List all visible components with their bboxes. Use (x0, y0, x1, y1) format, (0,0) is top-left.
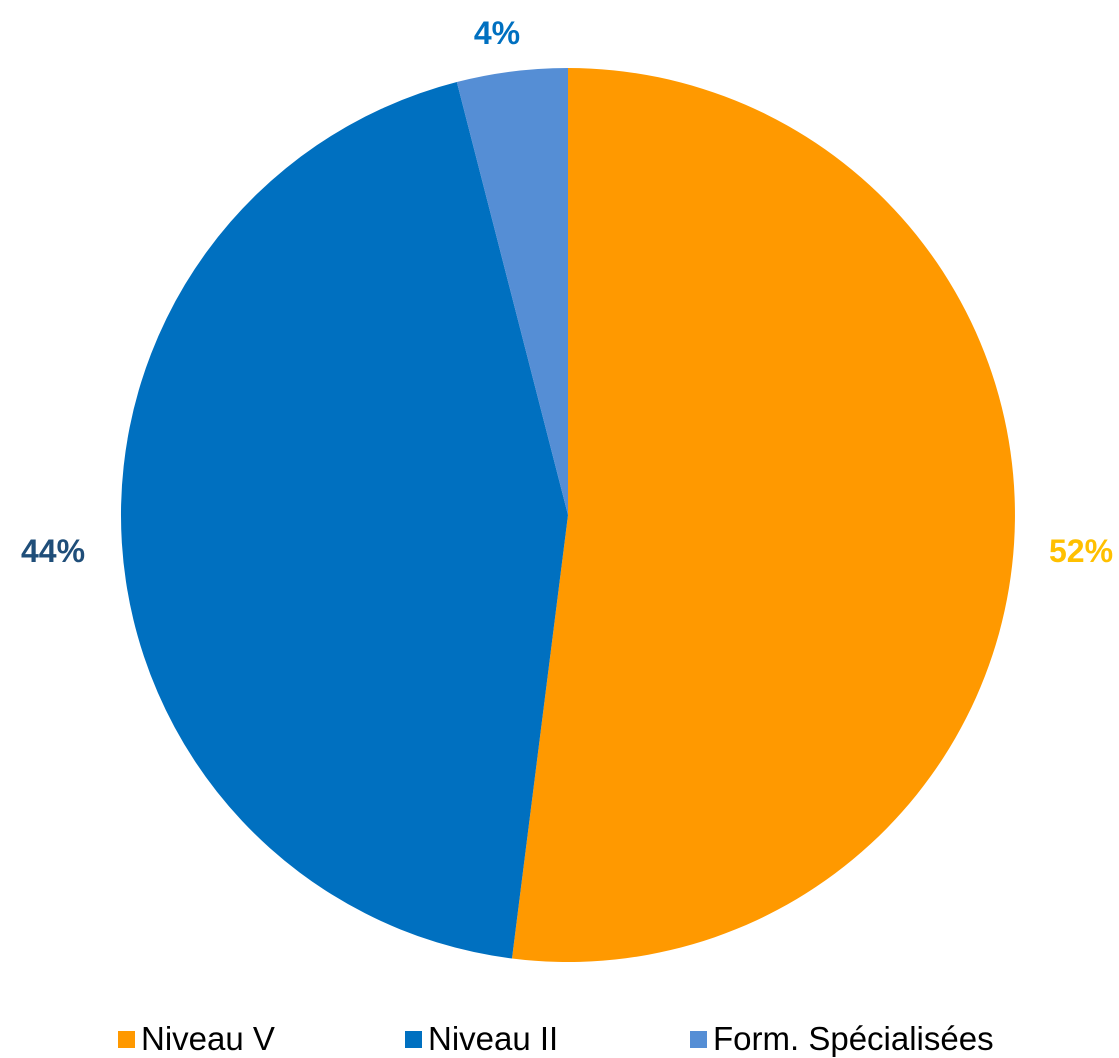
legend-swatch-niveau-v (118, 1030, 135, 1048)
pie-slice-niveau-ii (120, 82, 569, 959)
legend-item-form-specialisees: Form. Spécialisées (690, 1020, 994, 1058)
legend-item-niveau-v: Niveau V (118, 1020, 275, 1058)
legend-label: Niveau II (428, 1020, 559, 1057)
data-label-niveau-ii: 44% (21, 533, 85, 569)
legend: Niveau V Niveau II Form. Spécialisées (0, 1020, 1119, 1058)
data-label-niveau-v: 52% (1049, 533, 1113, 569)
legend-swatch-form-specialisees (690, 1030, 707, 1048)
data-label-form-specialisees: 4% (474, 15, 520, 51)
legend-label: Niveau V (141, 1020, 275, 1057)
legend-swatch-niveau-ii (405, 1030, 422, 1048)
pie-chart: 52% 44% 4% (21, 15, 1113, 962)
pie-slices (120, 68, 1015, 962)
pie-slice-form-specialisees (456, 68, 568, 515)
pie-slice-niveau-v (511, 68, 1015, 962)
legend-item-niveau-ii: Niveau II (405, 1020, 558, 1058)
legend-label: Form. Spécialisées (713, 1020, 994, 1057)
